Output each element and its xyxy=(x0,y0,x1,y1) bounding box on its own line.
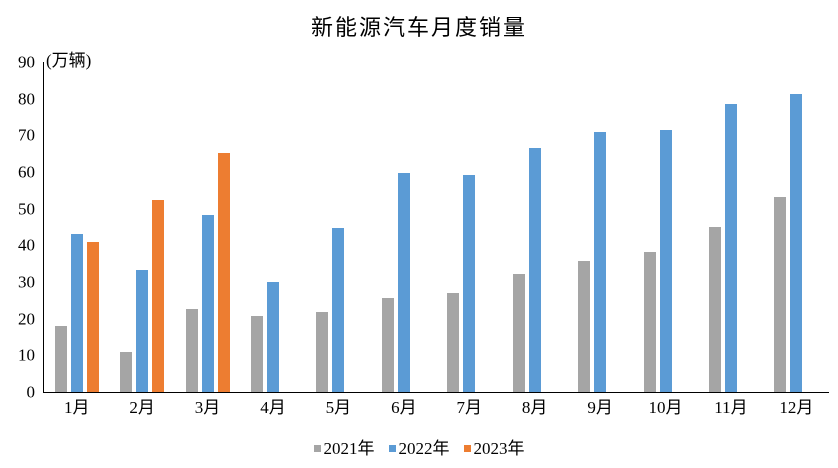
x-axis-label-8月: 8月 xyxy=(521,398,548,417)
bar-2021年-7月 xyxy=(447,292,460,392)
bar-2022年-11月 xyxy=(724,103,737,392)
y-tick-label-20: 20 xyxy=(18,309,35,329)
month-group-5月: 5月 xyxy=(306,62,371,417)
month-group-2月: 2月 xyxy=(109,62,174,417)
x-axis-label-3月: 3月 xyxy=(194,398,221,417)
bar-2021年-8月 xyxy=(512,274,525,392)
legend-swatch-2022年 xyxy=(388,445,396,452)
bar-2023年-3月 xyxy=(217,152,230,392)
bar-2022年-7月 xyxy=(463,174,476,392)
x-axis-label-1月: 1月 xyxy=(63,398,90,417)
month-group-7月: 7月 xyxy=(437,62,502,417)
legend: 2021年 2022年 2023年 xyxy=(0,440,838,457)
bar-2022年-3月 xyxy=(201,214,214,392)
y-tick-label-70: 70 xyxy=(18,125,35,145)
bar-2021年-12月 xyxy=(774,197,787,392)
x-axis-label-2月: 2月 xyxy=(129,398,155,417)
legend-label-2022年: 2022年 xyxy=(398,439,450,458)
bar-2021年-5月 xyxy=(316,312,329,392)
bar-2023年-1月 xyxy=(86,242,99,392)
bar-2021年-10月 xyxy=(643,251,656,392)
bar-2022年-2月 xyxy=(136,269,149,392)
y-tick-label-90: 90 xyxy=(18,52,35,72)
bar-2022年-8月 xyxy=(528,147,541,392)
bar-2022年-5月 xyxy=(332,228,345,392)
bar-2021年-2月 xyxy=(120,351,133,392)
y-tick-label-10: 10 xyxy=(18,345,35,365)
month-group-6月: 6月 xyxy=(371,62,436,417)
x-axis-label-12月: 12月 xyxy=(779,398,814,417)
legend-swatch-2023年 xyxy=(463,445,471,452)
y-tick-label-60: 60 xyxy=(18,162,35,182)
bar-2021年-11月 xyxy=(708,227,721,392)
bar-2021年-3月 xyxy=(185,309,198,392)
x-axis-label-6月: 6月 xyxy=(391,398,417,417)
bar-2022年-1月 xyxy=(70,233,83,392)
y-axis-labels: 0 10 20 30 40 50 60 70 80 90 xyxy=(0,54,35,401)
y-tick-label-80: 80 xyxy=(18,89,35,109)
legend-swatch-2021年 xyxy=(313,445,321,452)
bar-2022年-4月 xyxy=(266,282,279,392)
bar-2023年-2月 xyxy=(152,199,165,392)
bar-2021年-4月 xyxy=(250,316,263,392)
legend-item-2023年: 2023年 xyxy=(463,439,525,458)
month-group-3月: 3月 xyxy=(175,62,240,417)
bar-2022年-9月 xyxy=(594,132,607,392)
legend-item-2021年: 2021年 xyxy=(313,439,375,458)
bar-2022年-10月 xyxy=(659,130,672,392)
y-tick-label-30: 30 xyxy=(18,272,35,292)
y-tick-label-0: 0 xyxy=(26,382,36,402)
x-axis-label-4月: 4月 xyxy=(260,398,286,417)
y-axis-unit-label: (万辆) xyxy=(46,51,92,70)
month-group-8月: 8月 xyxy=(502,62,567,417)
x-axis-label-9月: 9月 xyxy=(587,398,613,417)
x-axis-label-11月: 11月 xyxy=(714,398,748,417)
month-group-10月: 10月 xyxy=(633,62,698,417)
month-group-1月: 1月 xyxy=(44,62,109,417)
month-group-12月: 12月 xyxy=(764,62,829,417)
y-tick-label-50: 50 xyxy=(18,199,35,219)
x-axis-label-5月: 5月 xyxy=(325,398,352,417)
plot-area: 1月 2月 3月 4月 5月 6月 7月 8月 9月 10月 11月 12月 xyxy=(43,62,829,417)
bar-2021年-9月 xyxy=(578,261,591,392)
legend-label-2021年: 2021年 xyxy=(323,439,375,458)
x-axis-label-7月: 7月 xyxy=(456,398,482,417)
bar-2021年-6月 xyxy=(381,298,394,392)
month-group-4月: 4月 xyxy=(240,62,305,417)
legend-label-2023年: 2023年 xyxy=(473,439,525,458)
y-tick-label-40: 40 xyxy=(18,235,35,255)
bar-2022年-12月 xyxy=(790,93,803,392)
legend-item-2022年: 2022年 xyxy=(388,439,450,458)
bar-2021年-1月 xyxy=(54,326,67,392)
x-axis-label-10月: 10月 xyxy=(648,398,683,417)
month-group-11月: 11月 xyxy=(698,62,763,417)
chart-title: 新能源汽车月度销量 xyxy=(310,15,527,40)
month-group-9月: 9月 xyxy=(567,62,632,417)
bar-2022年-6月 xyxy=(397,173,410,392)
